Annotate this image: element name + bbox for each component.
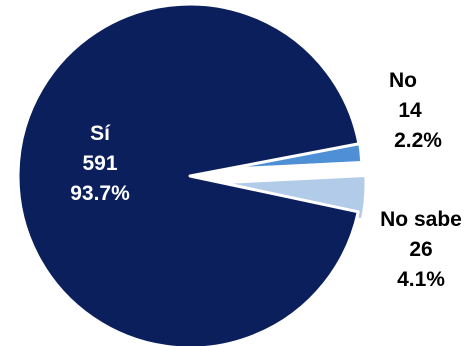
slice-label-no-category: No [389,69,417,92]
slice-label-si-percent: 93.7% [70,182,130,205]
pie-slice-s [16,2,361,346]
slice-label-si-value: 591 [82,152,117,175]
slice-label-nosabe-percent: 4.1% [397,268,445,291]
slice-label-no-percent: 2.2% [394,129,442,152]
slice-label-nosabe-category: No sabe [380,208,462,231]
slice-label-si-category: Sí [90,122,111,145]
slice-label-nosabe-value: 26 [409,238,432,261]
slice-label-no-value: 14 [398,99,422,122]
pie-slices [16,2,368,346]
